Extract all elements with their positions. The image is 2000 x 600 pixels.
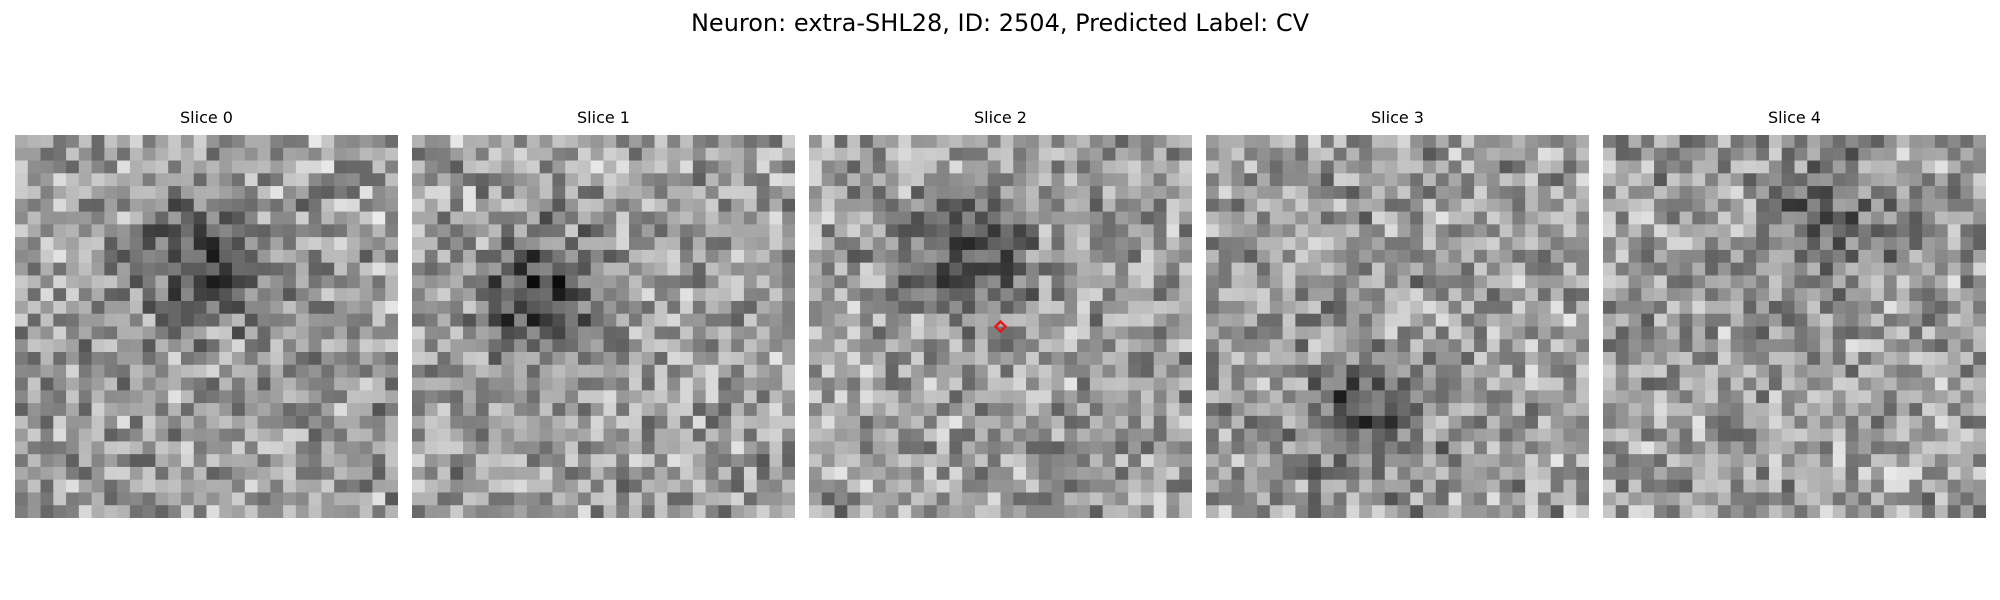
slice-image [15,135,398,518]
slice-image [1603,135,1986,518]
slice-image [412,135,795,518]
center-marker [993,319,1008,334]
slice-image [1206,135,1589,518]
slice-title: Slice 2 [974,108,1027,127]
slice-title: Slice 3 [1371,108,1424,127]
slice-panel-2: Slice 2 [809,108,1192,518]
slice-title: Slice 1 [577,108,630,127]
slice-panel-0: Slice 0 [15,108,398,518]
slice-panel-1: Slice 1 [412,108,795,518]
slice-title: Slice 0 [180,108,233,127]
slice-image [809,135,1192,518]
figure-title: Neuron: extra-SHL28, ID: 2504, Predicted… [690,9,1310,37]
slice-panel-3: Slice 3 [1206,108,1589,518]
slice-title: Slice 4 [1768,108,1821,127]
slice-panel-4: Slice 4 [1603,108,1986,518]
